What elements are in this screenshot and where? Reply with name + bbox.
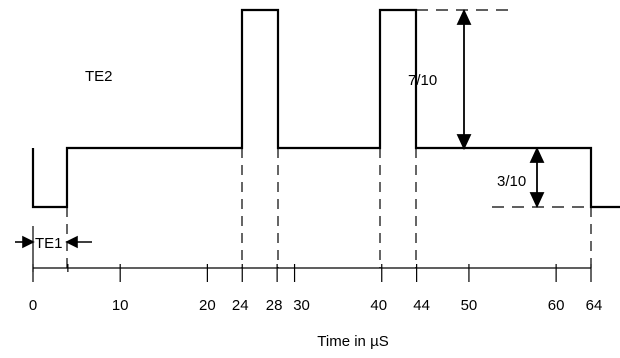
tick-label-64: 64 — [586, 297, 603, 314]
upper-level-label: 7/10 — [408, 72, 437, 89]
tick-label-0: 0 — [29, 297, 37, 314]
waveform-trace — [31, 8, 620, 209]
tick-label-44: 44 — [413, 297, 430, 314]
axis-ticks: 0 10 20 24 28 30 40 44 50 60 64 — [29, 264, 603, 314]
upper-level-dimension — [456, 8, 472, 151]
pulse-width-marker — [15, 235, 92, 249]
tick-label-28: 28 — [266, 297, 283, 314]
lower-level-label: 3/10 — [497, 173, 526, 190]
tick-label-50: 50 — [461, 297, 478, 314]
tick-label-10: 10 — [112, 297, 129, 314]
tick-label-20: 20 — [199, 297, 216, 314]
signal-name-label: TE2 — [85, 68, 113, 85]
tick-label-60: 60 — [548, 297, 565, 314]
drop-lines — [66, 148, 592, 272]
tick-label-24: 24 — [232, 297, 249, 314]
tick-label-30: 30 — [293, 297, 310, 314]
tick-label-40: 40 — [370, 297, 387, 314]
axis-title: Time in µS — [317, 333, 388, 350]
lower-level-dimension — [529, 146, 545, 209]
pulse-width-label: TE1 — [35, 235, 63, 252]
